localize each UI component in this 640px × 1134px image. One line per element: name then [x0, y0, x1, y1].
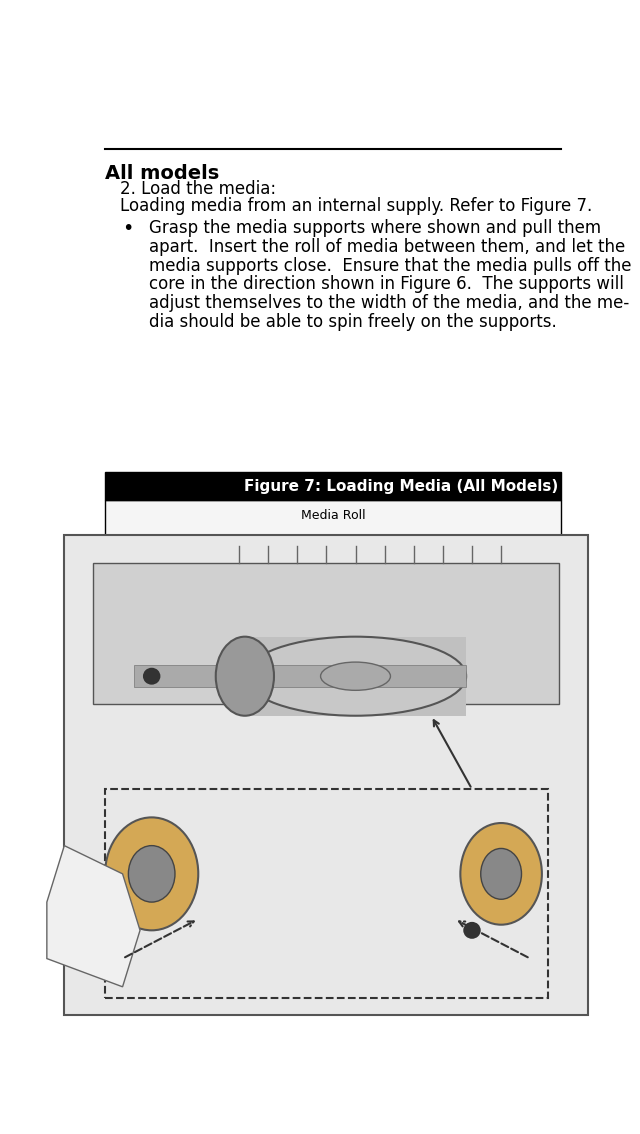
- FancyBboxPatch shape: [105, 472, 561, 500]
- Text: QL Plus Series User Guide: QL Plus Series User Guide: [239, 993, 417, 1007]
- Text: Loading media from an internal supply. Refer to Figure 7.: Loading media from an internal supply. R…: [120, 197, 592, 215]
- Text: Media Roll: Media Roll: [301, 509, 365, 522]
- Text: Figure 7: Loading Media (All Models): Figure 7: Loading Media (All Models): [244, 479, 558, 493]
- Ellipse shape: [216, 636, 274, 716]
- Text: All models: All models: [105, 164, 219, 183]
- Ellipse shape: [321, 662, 390, 691]
- Text: core in the direction shown in Figure 6.  The supports will: core in the direction shown in Figure 6.…: [150, 276, 624, 294]
- Ellipse shape: [105, 818, 198, 930]
- Text: 20: 20: [319, 979, 337, 992]
- Text: Grasp Media Supports
where shown and pull
apart.: Grasp Media Supports where shown and pul…: [164, 856, 279, 890]
- Ellipse shape: [129, 846, 175, 903]
- Ellipse shape: [245, 636, 466, 716]
- Circle shape: [463, 922, 481, 939]
- Text: apart.  Insert the roll of media between them, and let the: apart. Insert the roll of media between …: [150, 238, 626, 256]
- Text: media supports close.  Ensure that the media pulls off the: media supports close. Ensure that the me…: [150, 256, 632, 274]
- Polygon shape: [245, 636, 466, 716]
- Text: Note direction media
pulls off the roll.: Note direction media pulls off the roll.: [196, 551, 306, 573]
- Polygon shape: [93, 564, 559, 704]
- FancyBboxPatch shape: [105, 500, 561, 943]
- Ellipse shape: [481, 848, 522, 899]
- Text: Grasp the media supports where shown and pull them: Grasp the media supports where shown and…: [150, 219, 602, 237]
- Text: adjust themselves to the width of the media, and the me-: adjust themselves to the width of the me…: [150, 294, 630, 312]
- Ellipse shape: [460, 823, 542, 924]
- Text: 2. Load the media:: 2. Load the media:: [120, 180, 276, 197]
- Text: •: •: [122, 219, 134, 238]
- Circle shape: [143, 668, 161, 685]
- Polygon shape: [64, 535, 589, 1015]
- Polygon shape: [47, 846, 140, 987]
- Text: dia should be able to spin freely on the supports.: dia should be able to spin freely on the…: [150, 313, 557, 331]
- Polygon shape: [134, 665, 466, 687]
